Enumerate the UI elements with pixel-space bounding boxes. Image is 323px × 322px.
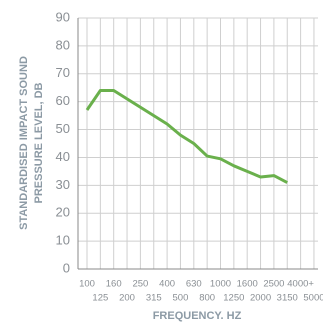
x-tick-label: 100 — [79, 279, 95, 290]
x-tick-label: 200 — [119, 293, 135, 304]
x-tick-label: 315 — [146, 293, 162, 304]
y-tick-label: 30 — [56, 177, 70, 192]
x-tick-label: 125 — [92, 293, 108, 304]
x-tick-label: 1250 — [223, 293, 244, 304]
x-tick-label: 5000 — [303, 293, 323, 304]
x-tick-label: 250 — [132, 279, 148, 290]
x-tick-label: 4000+ — [287, 279, 314, 290]
y-tick-label: 90 — [56, 9, 70, 24]
x-tick-label: 3150 — [277, 293, 298, 304]
x-axis-label: FREQUENCY. HZ — [153, 310, 242, 322]
data-line — [85, 89, 288, 184]
y-tick-label: 80 — [56, 37, 70, 52]
y-tick-label: 0 — [63, 260, 70, 275]
x-tick-label: 1000 — [210, 279, 231, 290]
x-tick-label: 800 — [199, 293, 215, 304]
y-tick-label: 60 — [56, 93, 70, 108]
y-axis-label: STANDARDISED IMPACT SOUND — [18, 56, 30, 230]
y-tick-label: 70 — [56, 65, 70, 80]
x-tick-label: 160 — [106, 279, 122, 290]
x-tick-label: 2500 — [263, 279, 284, 290]
y-tick-label: 20 — [56, 205, 70, 220]
x-tick-label: 630 — [186, 279, 202, 290]
y-axis-label: PRESSURE LEVEL, DB — [33, 82, 45, 203]
x-tick-label: 400 — [159, 279, 175, 290]
y-tick-label: 50 — [56, 121, 70, 136]
x-tick-label: 2000 — [250, 293, 271, 304]
x-tick-label: 1600 — [237, 279, 258, 290]
y-label-group: STANDARDISED IMPACT SOUND PRESSURE LEVEL… — [18, 56, 45, 230]
x-tick-label: 500 — [173, 293, 189, 304]
y-tick-label: 40 — [56, 149, 70, 164]
y-tick-label: 10 — [56, 233, 70, 248]
